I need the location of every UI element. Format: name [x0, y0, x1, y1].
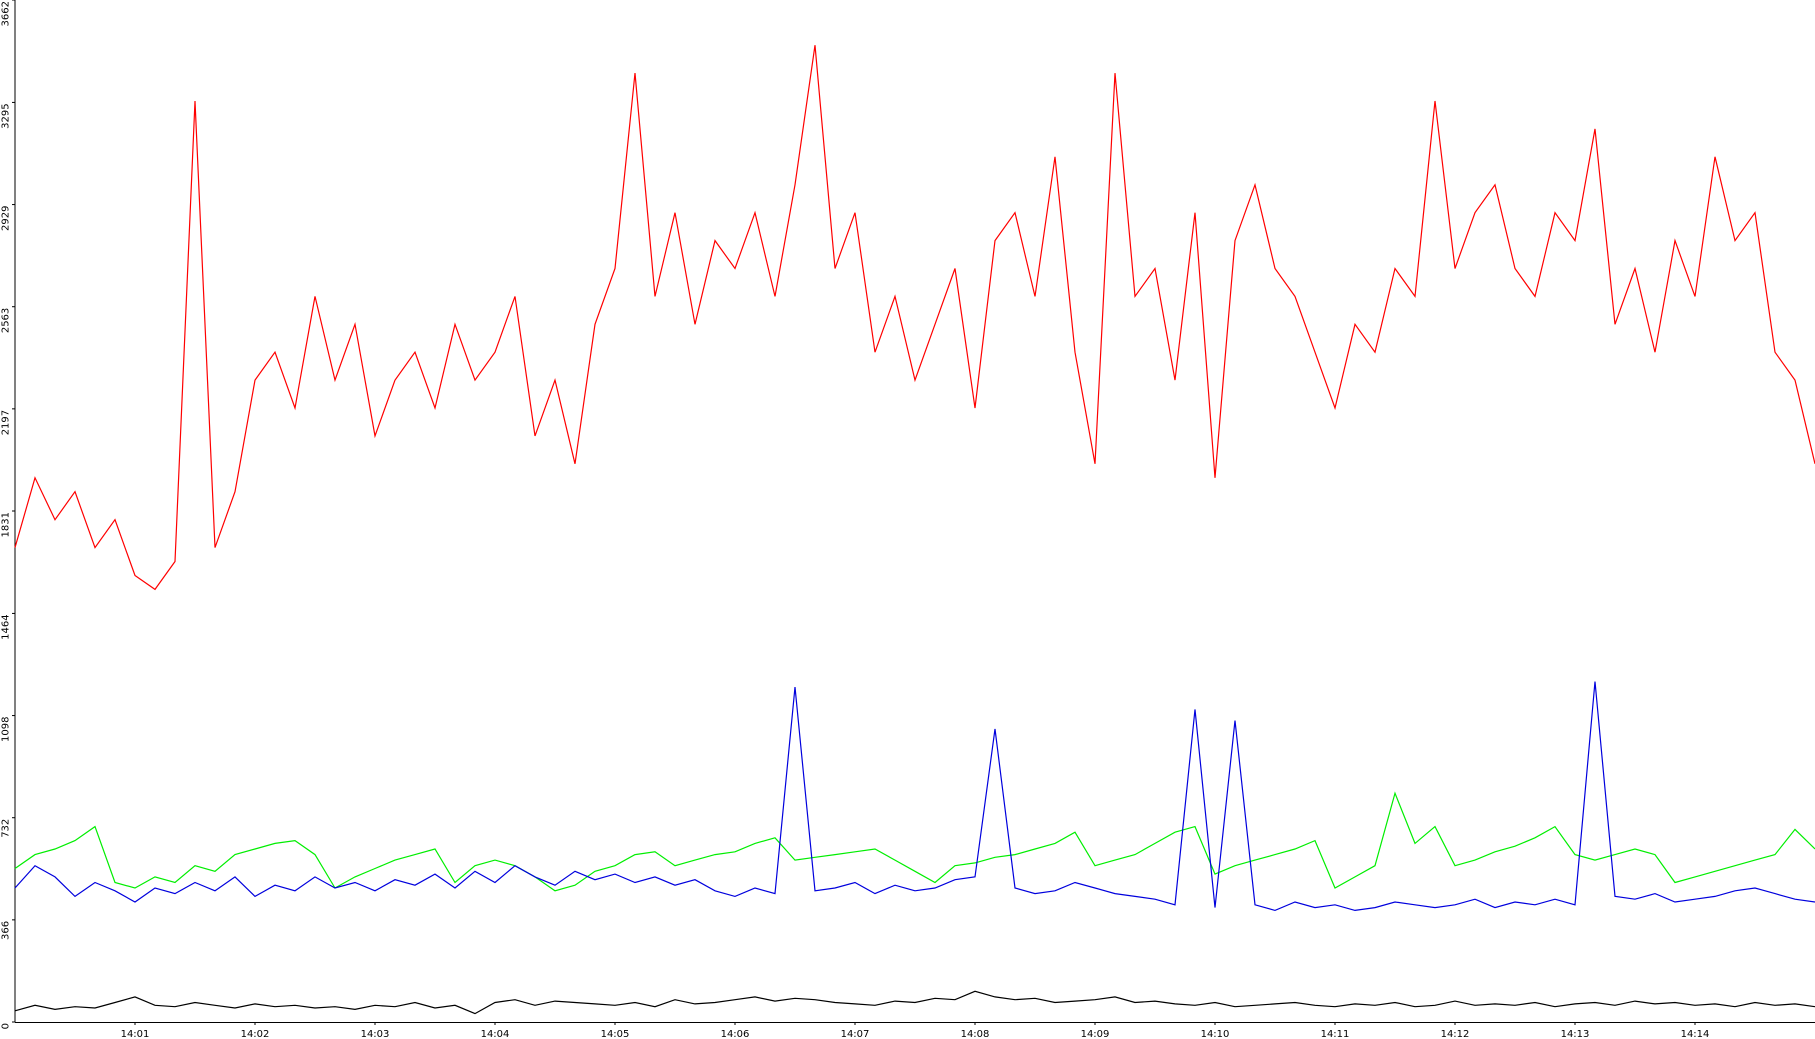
x-tick-label: 14:14	[1681, 1029, 1710, 1039]
x-tick-label: 14:10	[1201, 1029, 1230, 1039]
x-tick-label: 14:06	[721, 1029, 750, 1039]
x-tick-label: 14:04	[481, 1029, 510, 1039]
x-tick-label: 14:05	[601, 1029, 630, 1039]
y-tick-label: 2563	[0, 308, 11, 333]
x-tick-label: 14:01	[121, 1029, 150, 1039]
series-line	[14, 990, 1815, 1015]
y-tick-label: 3662	[0, 1, 11, 26]
y-tick-label: 1464	[0, 614, 11, 639]
y-tick-label: 3295	[0, 103, 11, 128]
x-tick-label: 14:08	[961, 1029, 990, 1039]
y-tick-label: 2929	[0, 206, 11, 231]
x-tick-label: 14:02	[241, 1029, 270, 1039]
x-tick-label: 14:09	[1081, 1029, 1110, 1039]
x-tick-label: 14:07	[841, 1029, 870, 1039]
y-tick-label: 1831	[0, 512, 11, 537]
x-tick-label: 14:13	[1561, 1029, 1590, 1039]
y-tick-label: 2197	[0, 410, 11, 435]
y-tick-label: 0	[0, 1023, 11, 1029]
y-tick-label: 366	[0, 921, 11, 940]
series-line	[14, 681, 1815, 912]
y-tick-label: 1098	[0, 717, 11, 742]
series-line	[14, 791, 1815, 892]
y-tick-label: 732	[0, 819, 11, 838]
x-tick-label: 14:12	[1441, 1029, 1470, 1039]
x-tick-label: 14:03	[361, 1029, 390, 1039]
x-tick-label: 14:11	[1321, 1029, 1350, 1039]
series-line	[14, 45, 1815, 591]
